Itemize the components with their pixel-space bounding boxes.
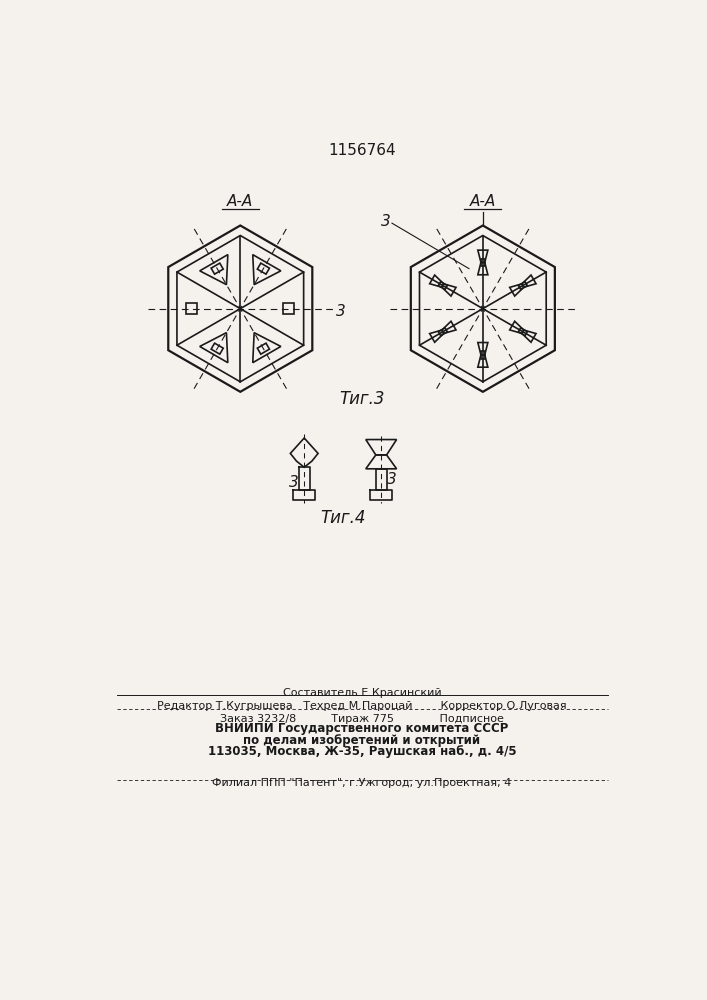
Text: 3: 3 [336, 304, 346, 319]
Text: Филиал ППП "Патент", г.Ужгород, ул.Проектная, 4: Филиал ППП "Патент", г.Ужгород, ул.Проек… [212, 778, 512, 788]
Text: Редактор Т.Кугрышева   Техред М.Пароцай        Корректор О.Луговая: Редактор Т.Кугрышева Техред М.Пароцай Ко… [157, 701, 567, 711]
Text: 1156764: 1156764 [328, 143, 396, 158]
Text: по делам изобретений и открытий: по делам изобретений и открытий [243, 734, 481, 747]
Text: 3: 3 [380, 214, 390, 229]
Text: Τиг.4: Τиг.4 [320, 509, 366, 527]
Text: 3: 3 [387, 472, 397, 487]
Text: Составитель Е.Красинский: Составитель Е.Красинский [283, 688, 441, 698]
Text: ВНИИПИ Государственного комитета СССР: ВНИИПИ Государственного комитета СССР [215, 722, 508, 735]
Text: 113035, Москва, Ж-35, Раушская наб., д. 4/5: 113035, Москва, Ж-35, Раушская наб., д. … [208, 745, 516, 758]
Text: A-A: A-A [469, 194, 496, 209]
Text: Τиг.3: Τиг.3 [339, 390, 385, 408]
Text: Заказ 3232/8          Тираж 775             Подписное: Заказ 3232/8 Тираж 775 Подписное [220, 714, 504, 724]
Text: A-A: A-A [227, 194, 253, 209]
Text: 3: 3 [289, 475, 299, 490]
